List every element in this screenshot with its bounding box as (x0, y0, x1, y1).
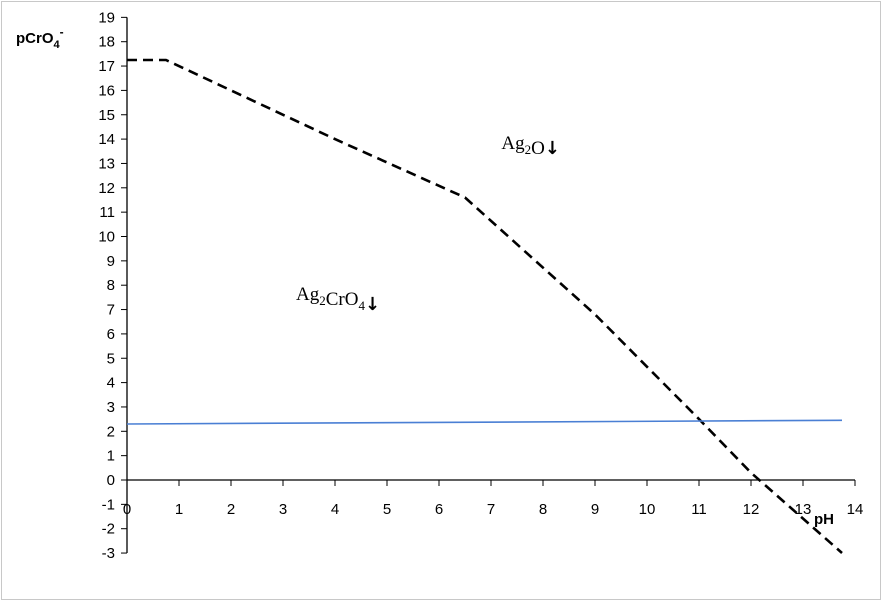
x-tick-label: 7 (487, 501, 495, 518)
y-tick-label: 10 (98, 229, 115, 246)
y-tick-label: 11 (99, 204, 115, 221)
labels-layer: pCrO4- pH Ag2O↓ Ag2CrO4↓ (16, 25, 834, 528)
y-tick-label: 18 (98, 34, 115, 51)
y-tick-label: 14 (98, 131, 115, 148)
x-tick-label: 4 (331, 501, 339, 518)
x-tick-label: 3 (279, 501, 287, 518)
x-tick-label: 6 (435, 501, 443, 518)
y-tick-label: 8 (107, 277, 115, 294)
x-tick-label: 8 (539, 501, 547, 518)
series-solid-line (126, 419, 843, 425)
x-tick-label: 14 (847, 501, 864, 518)
x-tick-label: 10 (639, 501, 656, 518)
y-tick-label: -1 (102, 496, 115, 513)
series-layer (126, 58, 843, 554)
y-tick-label: -3 (102, 545, 115, 562)
x-tick-label: 0 (123, 501, 131, 518)
x-tick-label: 1 (175, 501, 183, 518)
y-tick-label: 6 (107, 326, 115, 343)
x-axis-title: pH (814, 511, 834, 528)
y-tick-label: 12 (98, 180, 115, 197)
y-tick-label: 9 (107, 253, 115, 270)
y-tick-label: 7 (107, 302, 115, 319)
y-tick-label: 5 (107, 350, 115, 367)
series-dashed-boundary (127, 58, 843, 554)
y-tick-label: 2 (107, 423, 115, 440)
y-tick-label: 0 (107, 472, 115, 489)
y-tick-label: -2 (102, 521, 115, 538)
x-tick-label: 9 (591, 501, 599, 518)
x-tick-label: 5 (383, 501, 391, 518)
y-tick-label: 15 (98, 107, 115, 124)
x-tick-label: 13 (795, 501, 812, 518)
y-tick-label: 1 (107, 448, 115, 465)
x-tick-label: 11 (691, 501, 707, 518)
y-tick-label: 4 (107, 375, 115, 392)
y-axis-title: pCrO4- (16, 25, 64, 51)
x-tick-label: 2 (227, 501, 235, 518)
y-tick-label: 13 (98, 155, 115, 172)
region-label-ag2o: Ag2O↓ (501, 133, 560, 159)
region-label-ag2cro4: Ag2CrO4↓ (296, 284, 380, 315)
y-tick-label: 19 (98, 9, 115, 26)
x-tick-label: 12 (743, 501, 760, 518)
y-tick-label: 3 (107, 399, 115, 416)
y-tick-label: 17 (98, 58, 115, 75)
y-tick-label: 16 (98, 82, 115, 99)
